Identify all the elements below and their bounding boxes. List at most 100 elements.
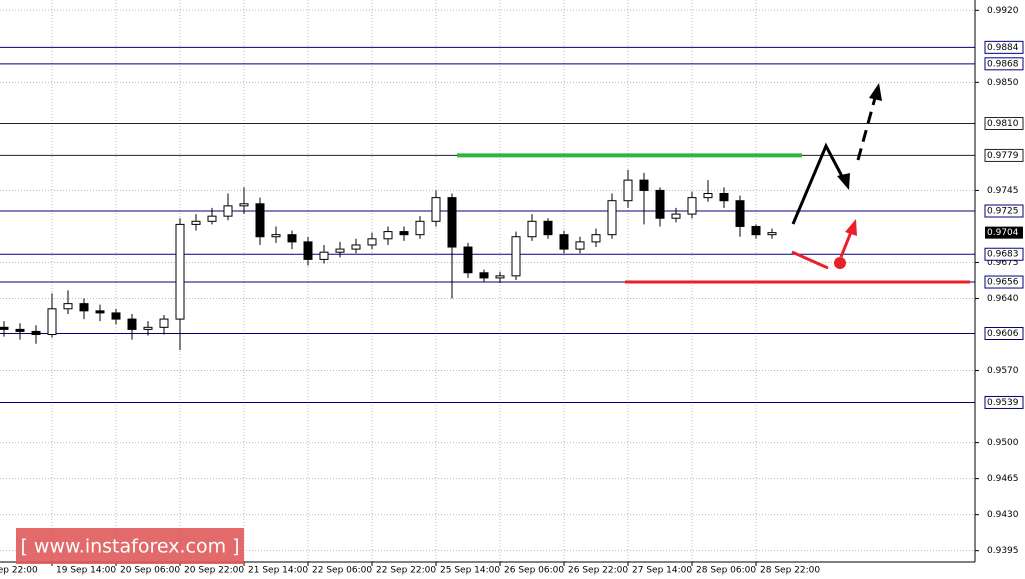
candle-body (703, 193, 713, 199)
x-tick-label: 26 Sep 06:00 (504, 566, 564, 576)
candle-body (367, 238, 377, 246)
candle-body (735, 200, 745, 227)
candle-body (687, 197, 697, 215)
candle-body (623, 179, 633, 202)
y-tick-label: 0.9675 (987, 258, 1019, 268)
dot (834, 257, 846, 269)
level-label: 0.9606 (987, 329, 1019, 339)
candle-body (351, 244, 361, 250)
candle-body (607, 200, 617, 236)
level-box (984, 204, 1024, 218)
arrow (791, 250, 829, 270)
candle-body (95, 310, 105, 314)
candle-body (15, 328, 25, 332)
candle-body (31, 330, 41, 336)
watermark-box (16, 528, 244, 564)
x-tick-label: 28 Sep 06:00 (696, 566, 756, 576)
candle-body (415, 220, 425, 236)
candle-body (47, 308, 57, 336)
candle-body (559, 234, 569, 250)
x-tick-label: 27 Sep 14:00 (632, 566, 692, 576)
candle-body (383, 231, 393, 240)
x-tick-label: 22 Sep 22:00 (376, 566, 436, 576)
candle-body (591, 234, 601, 243)
y-tick-label: 0.9500 (987, 438, 1019, 448)
x-tick-label: Sep 22:00 (0, 566, 38, 576)
level-label: 0.9539 (987, 398, 1019, 408)
candle-body (255, 203, 265, 238)
candle-body (303, 241, 313, 260)
last-price-box (985, 226, 1023, 239)
candle-body (207, 215, 217, 222)
level-label: 0.9725 (987, 207, 1019, 217)
candle-body (127, 318, 137, 330)
x-tick-label: 20 Sep 06:00 (120, 566, 180, 576)
level-label: 0.9683 (987, 250, 1019, 260)
candle-body (719, 193, 729, 202)
x-tick-label: 25 Sep 14:00 (440, 566, 500, 576)
y-tick-label: 0.9920 (987, 6, 1019, 16)
forecast-arrows (791, 83, 882, 270)
candle-body (495, 275, 505, 279)
candle-body (463, 246, 473, 274)
candle-body (767, 232, 777, 236)
axis-labels: 0.9920 0.9850 0.9745 0.9675 0.9640 0.9570 0.95… (0, 6, 1024, 576)
candle-body (527, 220, 537, 238)
arrow (791, 142, 847, 225)
levels (0, 46, 975, 403)
y-tick-label: 0.9640 (987, 294, 1019, 304)
candle-body (431, 197, 441, 222)
watermark: [ www.instaforex.com ] (20, 536, 239, 558)
last-price-label: 0.9704 (987, 228, 1019, 238)
candle-body (751, 225, 761, 236)
candle-body (159, 318, 169, 328)
candle-body (175, 223, 185, 320)
level-box (984, 148, 1024, 162)
x-tick-label: 20 Sep 22:00 (184, 566, 244, 576)
candle-body (111, 312, 121, 320)
x-tick-label: 28 Sep 22:00 (760, 566, 820, 576)
y-tick-label: 0.9395 (987, 546, 1019, 556)
candle-body (671, 213, 681, 219)
candle-body (511, 236, 521, 277)
candle-body (319, 251, 329, 260)
y-tick-label: 0.9745 (987, 186, 1019, 196)
level-label: 0.9868 (987, 59, 1019, 69)
arrow (856, 97, 877, 161)
x-tick-label: 21 Sep 14:00 (248, 566, 308, 576)
level-box (984, 326, 1024, 340)
candles (0, 169, 777, 350)
candle-body (575, 241, 585, 250)
arrow (839, 231, 853, 258)
level-label: 0.9810 (987, 119, 1019, 129)
level-box (984, 40, 1024, 54)
y-tick-label: 0.9465 (987, 474, 1019, 484)
candle-body (63, 303, 73, 310)
level-box (984, 247, 1024, 261)
level-label: 0.9656 (987, 278, 1019, 288)
level-label: 0.9884 (987, 43, 1019, 53)
candle-body (191, 220, 201, 225)
level-label: 0.9779 (987, 151, 1019, 161)
candle-body (271, 234, 281, 238)
candle-body (399, 231, 409, 236)
candle-body (447, 197, 457, 248)
candle-body (655, 189, 665, 219)
candle-body (543, 220, 553, 236)
candle-body (639, 179, 649, 191)
y-tick-label: 0.9850 (987, 78, 1019, 88)
candle-body (0, 326, 9, 330)
arrow-head (845, 219, 857, 236)
candle-body (287, 234, 297, 243)
level-box (984, 57, 1024, 71)
level-box (984, 395, 1024, 409)
candle-body (143, 326, 153, 330)
y-tick-label: 0.9430 (987, 510, 1019, 520)
level-box (984, 117, 1024, 131)
candle-body (79, 303, 89, 312)
arrow-head (869, 83, 882, 101)
x-tick-label: 26 Sep 22:00 (568, 566, 628, 576)
level-box (984, 275, 1024, 289)
candle-body (223, 205, 233, 217)
